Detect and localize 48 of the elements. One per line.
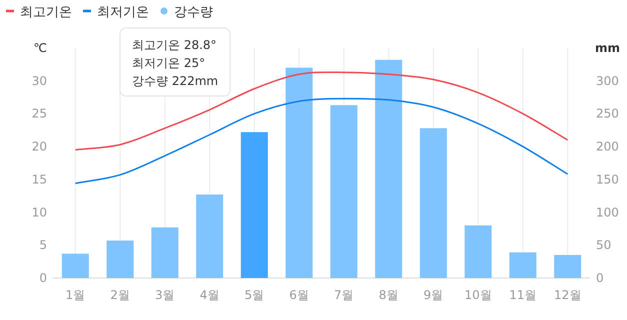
- y-tick-label: 5: [39, 238, 47, 252]
- x-tick-label: 7월: [334, 288, 354, 302]
- y2-tick-label: 100: [596, 205, 619, 220]
- y-axis-title: ℃: [34, 41, 47, 55]
- bar: [240, 132, 268, 278]
- annotation: 최저기온 25°: [132, 56, 206, 70]
- y2-tick-label: 50: [596, 238, 612, 252]
- x-tick-label: 5월: [244, 288, 264, 302]
- y2-tick-label: 0: [596, 271, 604, 285]
- y-tick-label: 30: [32, 74, 47, 88]
- bar: [330, 105, 358, 278]
- x-tick-label: 4월: [200, 288, 220, 302]
- annotation: 최고기온 28.8°: [132, 38, 217, 52]
- bar: [151, 227, 178, 278]
- bar: [554, 255, 582, 278]
- y2-tick-label: 300: [596, 74, 619, 88]
- x-tick-label: 6월: [289, 288, 309, 302]
- bar: [286, 68, 313, 278]
- bar: [464, 225, 492, 278]
- bar: [62, 254, 89, 278]
- bar: [106, 240, 134, 278]
- line-series: [74, 98, 568, 184]
- legend-label: 강수량: [174, 5, 213, 20]
- y-tick-label: 20: [32, 140, 47, 154]
- x-tick-label: 10월: [464, 288, 492, 302]
- bar: [420, 128, 447, 278]
- x-tick-label: 12월: [554, 288, 582, 302]
- y2-axis-title: mm: [594, 41, 620, 55]
- bar: [509, 252, 536, 278]
- y-tick-label: 10: [32, 205, 47, 220]
- x-tick-label: 2월: [110, 288, 130, 302]
- x-tick-label: 3월: [155, 288, 175, 302]
- legend-label: 최저기온: [97, 5, 149, 20]
- y2-tick-label: 150: [596, 172, 619, 186]
- y-tick-label: 15: [32, 172, 47, 186]
- y2-tick-label: 250: [596, 106, 619, 121]
- x-tick-label: 11월: [509, 288, 537, 302]
- y2-tick-label: 200: [596, 140, 619, 154]
- bar: [375, 60, 402, 278]
- x-tick-label: 9월: [424, 288, 444, 302]
- legend-label: 최고기온: [20, 5, 72, 20]
- bar: [196, 194, 224, 278]
- x-tick-label: 8월: [378, 288, 398, 302]
- y-tick-label: 0: [39, 271, 47, 285]
- x-tick-label: 1월: [66, 288, 86, 302]
- annotation: 강수량 222mm: [132, 74, 218, 88]
- line-series: [74, 71, 568, 151]
- y-tick-label: 25: [32, 106, 47, 121]
